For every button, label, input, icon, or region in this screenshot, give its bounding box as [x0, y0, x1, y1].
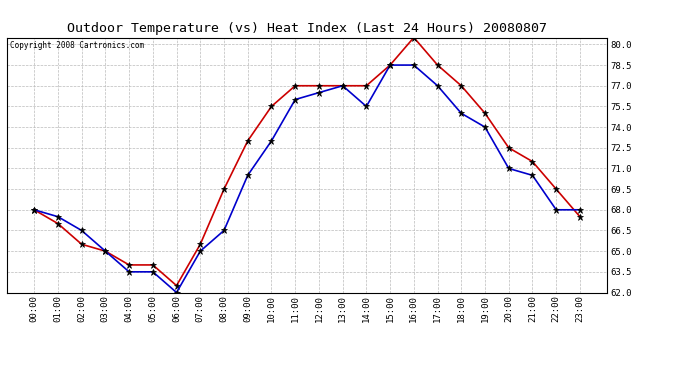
Text: Copyright 2008 Cartronics.com: Copyright 2008 Cartronics.com — [10, 41, 144, 50]
Title: Outdoor Temperature (vs) Heat Index (Last 24 Hours) 20080807: Outdoor Temperature (vs) Heat Index (Las… — [67, 22, 547, 35]
